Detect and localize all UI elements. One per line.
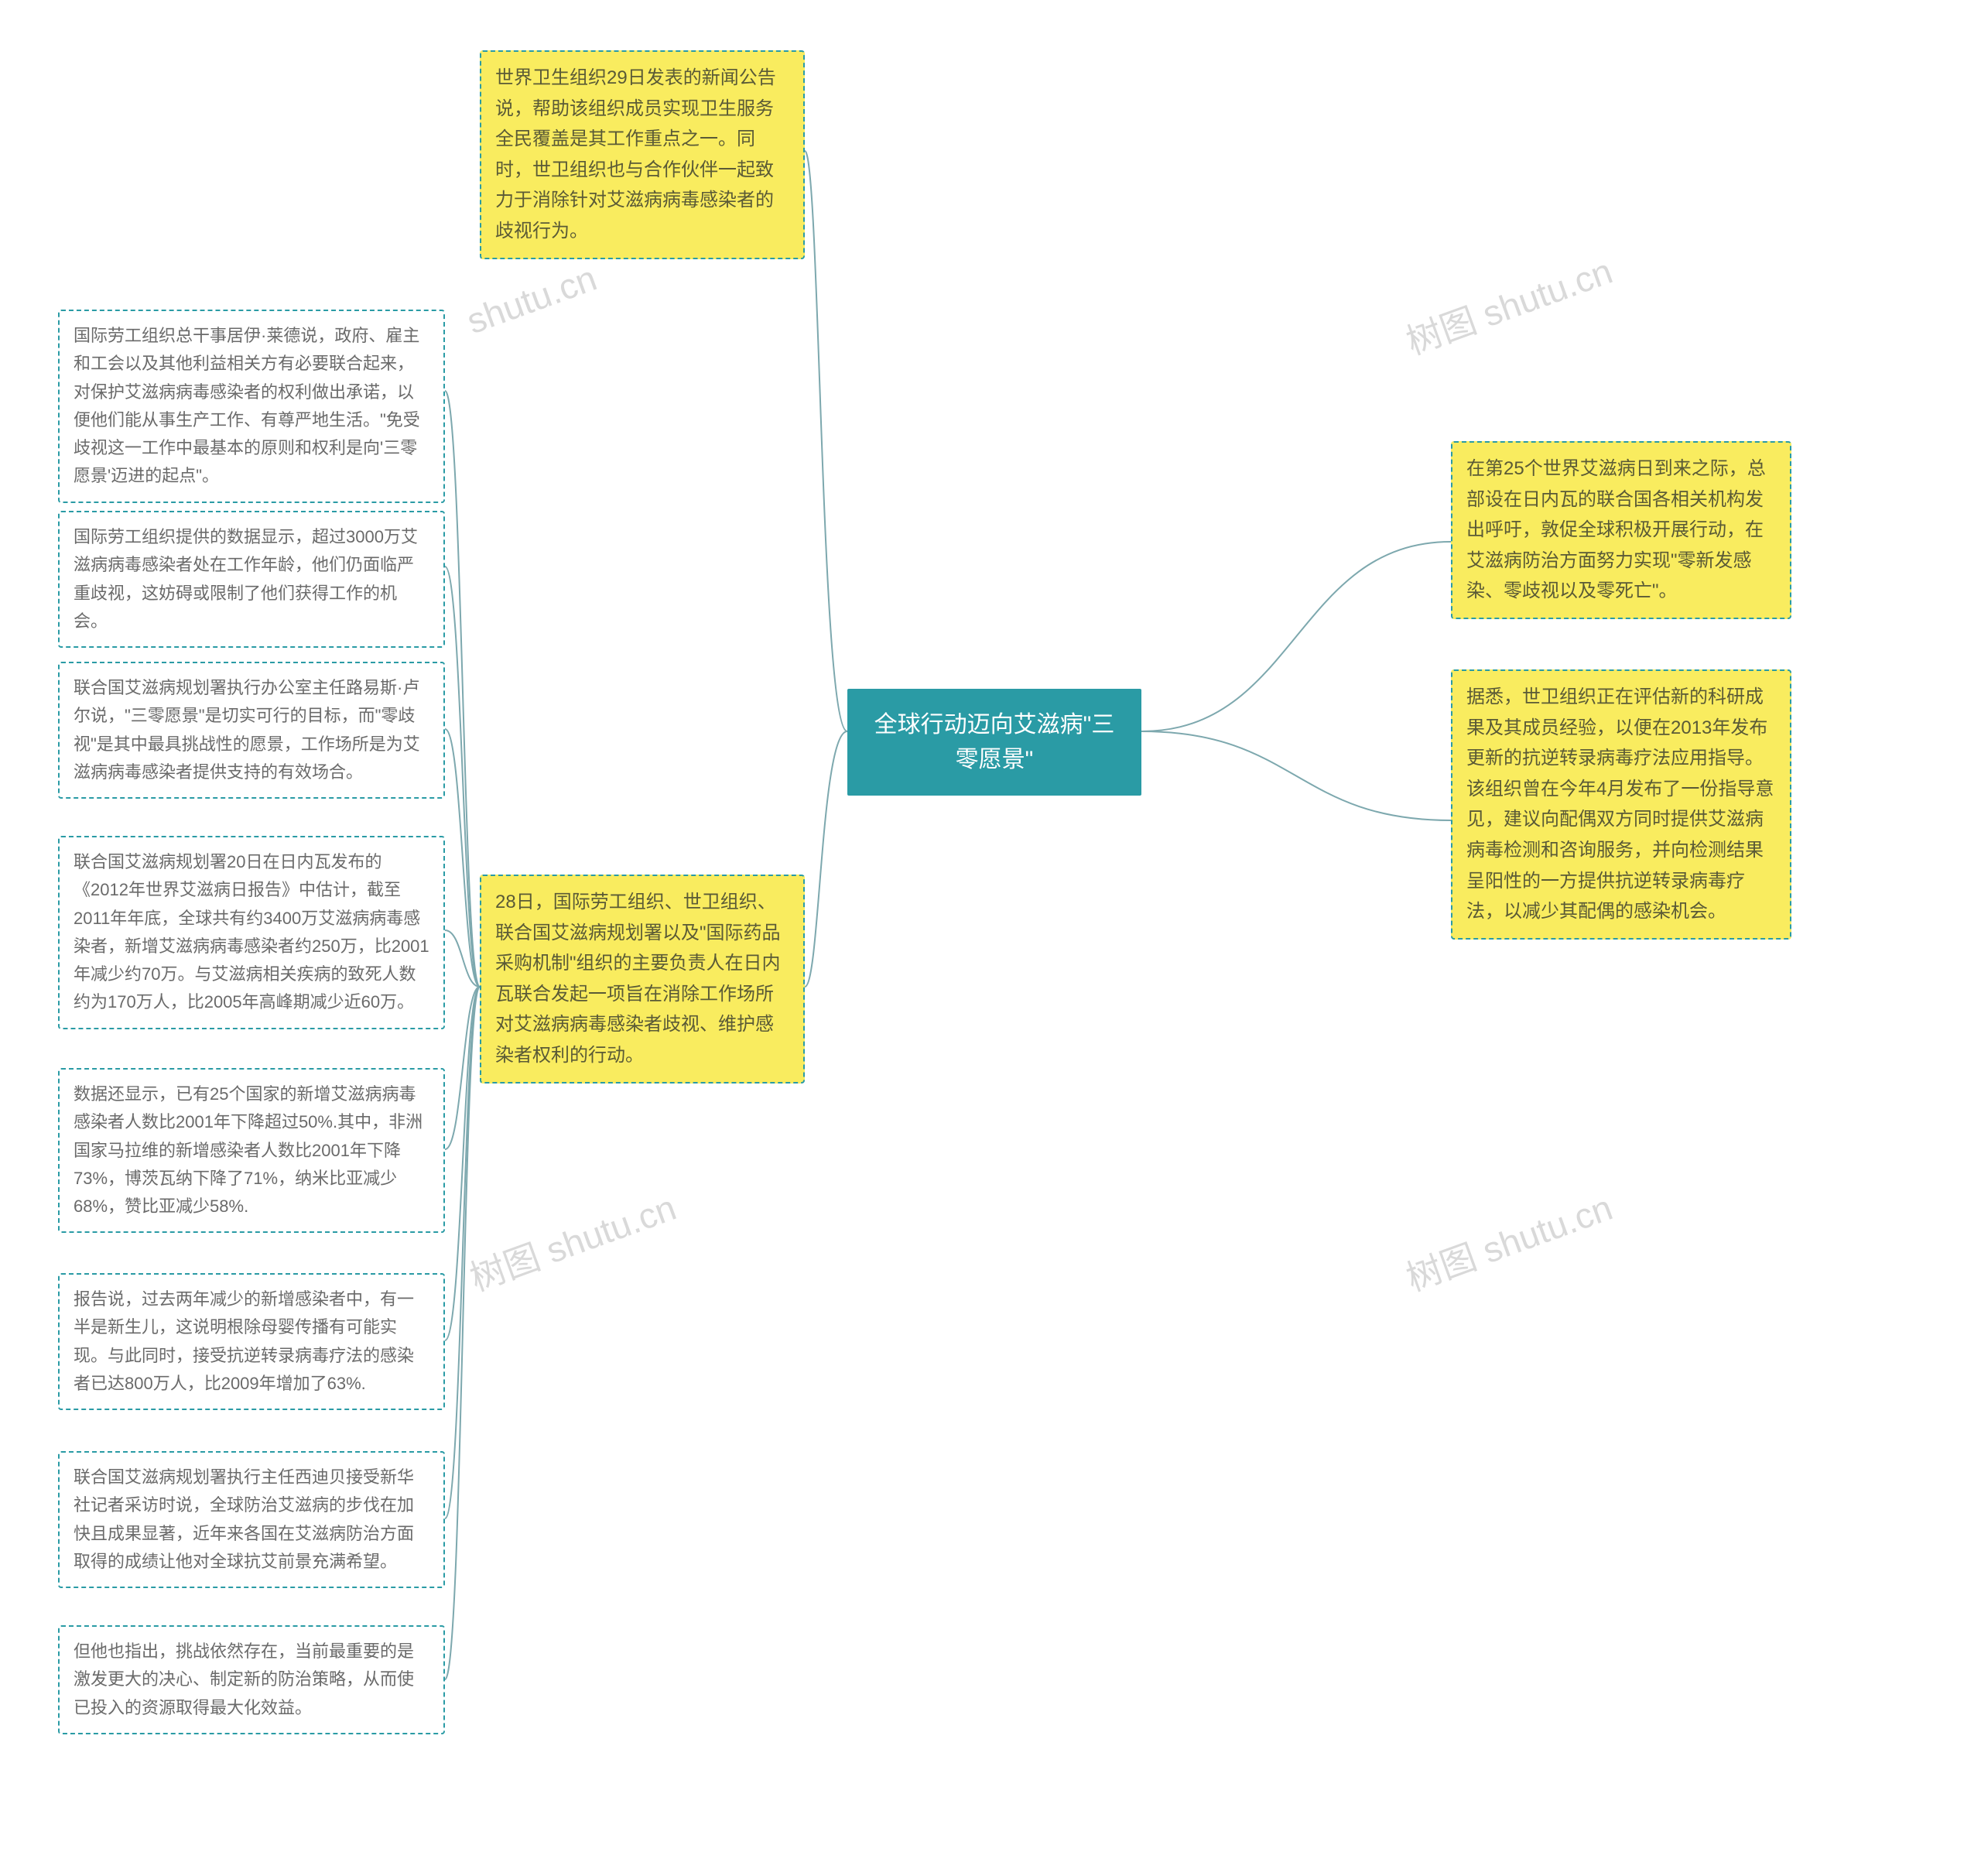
- right-node-0[interactable]: 在第25个世界艾滋病日到来之际，总部设在日内瓦的联合国各相关机构发出呼吁，敦促全…: [1451, 441, 1791, 619]
- left-primary-who[interactable]: 世界卫生组织29日发表的新闻公告说，帮助该组织成员实现卫生服务全民覆盖是其工作重…: [480, 50, 805, 259]
- watermark: 树图 shutu.cn: [1398, 1179, 1618, 1301]
- watermark: shutu.cn: [461, 257, 602, 342]
- mindmap-canvas: 全球行动迈向艾滋病"三零愿景" 在第25个世界艾滋病日到来之际，总部设在日内瓦的…: [0, 0, 1981, 1876]
- left-secondary-3[interactable]: 联合国艾滋病规划署20日在日内瓦发布的《2012年世界艾滋病日报告》中估计，截至…: [58, 836, 445, 1029]
- watermark: 树图 shutu.cn: [462, 1179, 682, 1301]
- right-node-1[interactable]: 据悉，世卫组织正在评估新的科研成果及其成员经验，以便在2013年发布更新的抗逆转…: [1451, 669, 1791, 940]
- left-secondary-1[interactable]: 国际劳工组织提供的数据显示，超过3000万艾滋病病毒感染者处在工作年龄，他们仍面…: [58, 511, 445, 648]
- left-secondary-4[interactable]: 数据还显示，已有25个国家的新增艾滋病病毒感染者人数比2001年下降超过50%.…: [58, 1068, 445, 1233]
- left-secondary-6[interactable]: 联合国艾滋病规划署执行主任西迪贝接受新华社记者采访时说，全球防治艾滋病的步伐在加…: [58, 1451, 445, 1588]
- center-node[interactable]: 全球行动迈向艾滋病"三零愿景": [847, 689, 1141, 796]
- left-secondary-0[interactable]: 国际劳工组织总干事居伊·莱德说，政府、雇主和工会以及其他利益相关方有必要联合起来…: [58, 310, 445, 503]
- watermark: 树图 shutu.cn: [1398, 243, 1618, 365]
- left-primary-ilo[interactable]: 28日，国际劳工组织、世卫组织、联合国艾滋病规划署以及"国际药品采购机制"组织的…: [480, 875, 805, 1083]
- left-secondary-5[interactable]: 报告说，过去两年减少的新增感染者中，有一半是新生儿，这说明根除母婴传播有可能实现…: [58, 1273, 445, 1410]
- left-secondary-7[interactable]: 但他也指出，挑战依然存在，当前最重要的是激发更大的决心、制定新的防治策略，从而使…: [58, 1625, 445, 1734]
- left-secondary-2[interactable]: 联合国艾滋病规划署执行办公室主任路易斯·卢尔说，"三零愿景"是切实可行的目标，而…: [58, 662, 445, 799]
